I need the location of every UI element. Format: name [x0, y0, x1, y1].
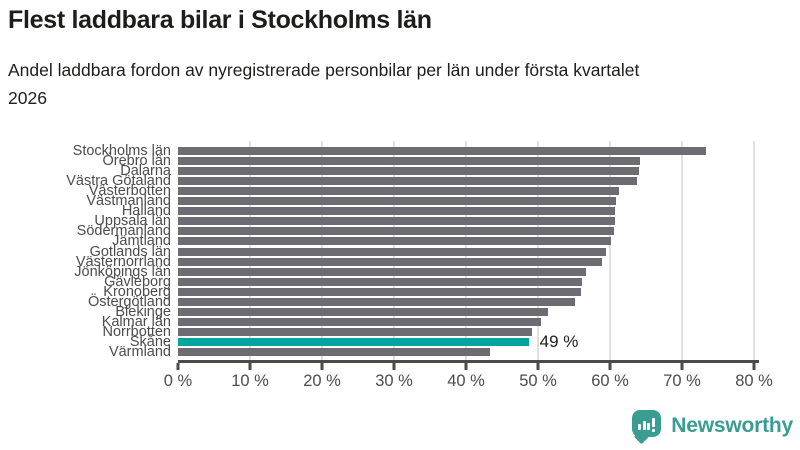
- x-tick-mark: [176, 363, 180, 370]
- category-label: Västra Götaland: [66, 172, 171, 189]
- logo-exclamation-dot: [651, 428, 655, 432]
- x-tick-label: 20 %: [303, 372, 341, 390]
- chart-title: Flest laddbara bilar i Stockholms län: [8, 6, 432, 34]
- bar: [178, 307, 549, 316]
- category-label: Gotlands län: [89, 243, 171, 260]
- category-label: Jämtland: [112, 233, 171, 250]
- bar: [178, 237, 611, 246]
- category-label: Södermanland: [76, 223, 171, 240]
- category-label: Örebro län: [102, 152, 171, 169]
- bar-row: Södermanland: [77, 224, 754, 238]
- logo-exclamation-stroke: [651, 418, 655, 427]
- x-tick-mark: [320, 363, 324, 370]
- plot-area: Stockholms län Örebro län Dalarna Västra Gö…: [66, 141, 755, 360]
- x-tick-mark: [248, 363, 252, 370]
- x-tick-mark: [752, 363, 756, 370]
- bar: [178, 277, 582, 286]
- category-label: Kronoberg: [103, 283, 171, 300]
- bar-row: Jämtland: [112, 234, 754, 248]
- bar-row: Västra Götaland: [66, 174, 754, 188]
- category-label: Halland: [121, 203, 171, 220]
- x-tick-label: 30 %: [375, 372, 413, 390]
- bar: [178, 297, 575, 306]
- logo-bar-1: [638, 424, 642, 430]
- bar: [178, 337, 529, 346]
- x-tick-label: 0 %: [163, 372, 193, 390]
- category-label: Uppsala län: [94, 213, 171, 230]
- logo-bar-2: [642, 421, 646, 430]
- bar: [178, 177, 637, 186]
- x-tick-mark: [608, 363, 612, 370]
- bar-row: Jönköpings län: [74, 264, 754, 278]
- x-tick-label: 50 %: [519, 372, 557, 390]
- bar-row: Västerbotten: [89, 184, 754, 198]
- bar: [178, 267, 587, 276]
- bar-row: Värmland: [109, 345, 754, 359]
- bar-row: Blekinge: [115, 305, 754, 319]
- category-label: Värmland: [108, 343, 171, 360]
- x-tick-label: 80 %: [735, 372, 773, 390]
- bar-row: Halland: [122, 204, 754, 218]
- bar: [178, 217, 616, 226]
- bar-row: Uppsala län: [94, 214, 754, 228]
- brand-name: Newsworthy: [671, 414, 793, 437]
- bar: [178, 227, 615, 236]
- bar: [178, 197, 616, 206]
- category-label: Östergötland: [87, 293, 171, 310]
- bar-row: Kalmar län: [102, 315, 754, 329]
- category-label: Norrbotten: [102, 323, 171, 340]
- bar: [178, 348, 491, 356]
- category-label: Kalmar län: [101, 313, 171, 330]
- category-label: Västerbotten: [88, 182, 171, 199]
- x-tick-label: 60 %: [591, 372, 629, 390]
- x-tick-label: 40 %: [447, 372, 485, 390]
- chart-subtitle: Andel laddbara fordon av nyregistrerade …: [8, 60, 640, 108]
- bar-row: Kronoberg: [103, 284, 754, 298]
- x-tick-mark: [536, 363, 540, 370]
- gridline-80: [753, 141, 755, 360]
- bar: [178, 157, 641, 166]
- bar-row: Dalarna: [120, 164, 754, 178]
- x-tick-mark: [392, 363, 396, 370]
- x-tick-label: 70 %: [663, 372, 701, 390]
- x-axis-line: [178, 360, 759, 363]
- bar: [178, 287, 582, 296]
- x-tick-mark: [680, 363, 684, 370]
- bar-row: Östergötland: [88, 294, 754, 309]
- bar: [178, 317, 541, 326]
- bar-row: Västmanland: [86, 194, 754, 208]
- brand-footer: Newsworthy: [632, 408, 793, 445]
- bar-row: Norrbotten: [102, 325, 754, 339]
- category-label: Blekinge: [115, 303, 171, 320]
- category-label: Skåne: [129, 333, 171, 350]
- bar: [178, 327, 532, 336]
- bar-row: Gävleborg: [104, 274, 754, 288]
- logo-bar-3: [647, 423, 651, 430]
- bar-row: Skåne 49 %: [130, 331, 754, 351]
- bar-row: Västernorrland: [76, 254, 754, 268]
- bar-row: Gotlands län: [90, 244, 754, 258]
- bar: [178, 257, 603, 266]
- bar: [178, 187, 619, 196]
- category-label: Stockholms län: [72, 142, 171, 159]
- bar-row: Örebro län: [102, 154, 754, 168]
- category-label: Jönköpings län: [74, 263, 171, 280]
- category-label: Västernorrland: [75, 253, 171, 270]
- category-label: Västmanland: [86, 193, 171, 209]
- gridline-60: [609, 141, 611, 360]
- bar: [178, 147, 707, 155]
- bar: [178, 247, 606, 256]
- category-label: Gävleborg: [104, 273, 171, 290]
- bar-row: Stockholms län: [73, 144, 754, 158]
- category-label: Dalarna: [120, 162, 171, 179]
- bar: [178, 167, 639, 176]
- x-tick-label: 10 %: [231, 372, 269, 390]
- newsworthy-logo-icon: [632, 409, 662, 445]
- value-label: 49 %: [539, 331, 579, 351]
- x-tick-mark: [464, 363, 468, 370]
- gridline-70: [681, 141, 683, 360]
- bar: [178, 207, 616, 216]
